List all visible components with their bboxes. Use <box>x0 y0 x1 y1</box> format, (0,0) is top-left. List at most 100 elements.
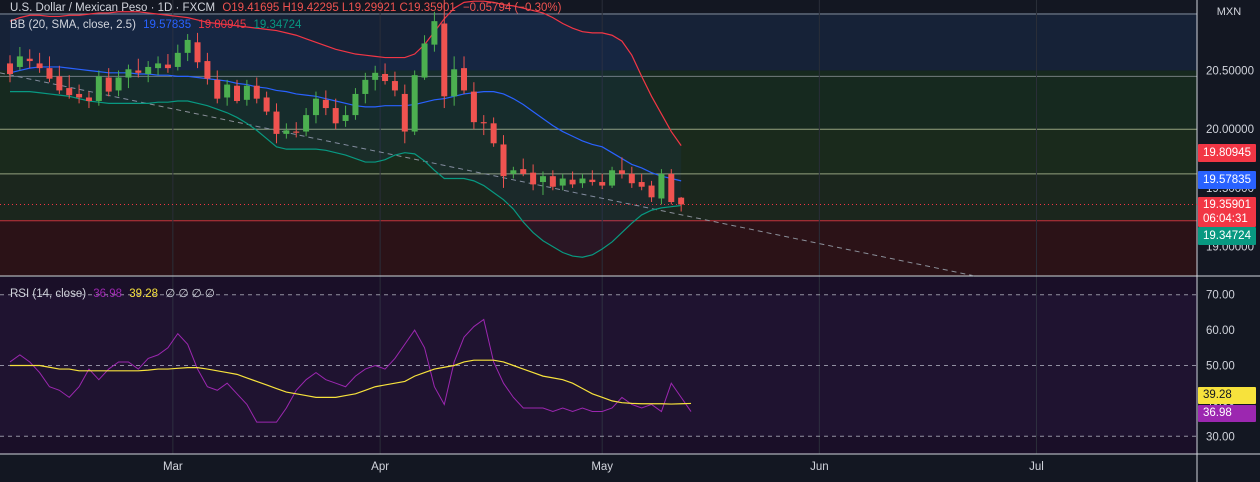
candle-body <box>16 56 23 67</box>
candle-body <box>224 84 231 98</box>
candle-body <box>609 170 616 186</box>
candle-body <box>451 69 458 97</box>
candle-body <box>401 93 408 132</box>
candle-body <box>530 172 537 185</box>
candle-body <box>105 77 112 92</box>
symbol-title[interactable]: U.S. Dollar / Mexican Peso · 1D · FXCM <box>10 2 216 14</box>
price-tick-label: 20.50000 <box>1206 65 1254 77</box>
candle-body <box>312 98 319 116</box>
candle-body <box>352 93 359 116</box>
rsi-band <box>0 294 1197 437</box>
candle-body <box>362 79 369 94</box>
time-tick-label: Jul <box>1029 461 1044 473</box>
rsi-tick-label: 70.00 <box>1206 290 1235 302</box>
candle-body <box>579 178 586 184</box>
candle-body <box>638 182 645 187</box>
time-tick-label: Jun <box>810 461 829 473</box>
last-price-value: 19.35901 <box>1203 199 1251 211</box>
rsi-tick-label: 50.00 <box>1206 361 1235 373</box>
candle-body <box>76 93 83 98</box>
candle-body <box>391 81 398 91</box>
ohlc-values: O19.41695 H19.42295 L19.29921 C19.35901 <box>222 2 456 14</box>
currency-label[interactable]: MXN <box>1216 6 1242 18</box>
rsi-ma-tag: 39.28 <box>1198 387 1256 404</box>
candle-body <box>46 68 53 79</box>
bb-legend[interactable]: BB (20, SMA, close, 2.5) 19.57835 19.809… <box>10 19 305 31</box>
candle-body <box>253 85 260 99</box>
zone-lower-green <box>0 173 1197 221</box>
candle-body <box>618 170 625 174</box>
rsi-value: 36.98 <box>93 288 123 300</box>
rsi-tick-label: 30.00 <box>1206 431 1235 443</box>
candle-body <box>174 52 181 67</box>
rsi-line <box>9 318 692 423</box>
candle-body <box>470 91 477 123</box>
candle-body <box>125 69 132 78</box>
rsi-tick-label: 60.00 <box>1206 325 1235 337</box>
bb-label: BB (20, SMA, close, 2.5) <box>10 19 136 31</box>
candle-body <box>342 115 349 121</box>
bb-basis-line <box>9 66 682 182</box>
zone-mid-green <box>0 129 1197 174</box>
candle-body <box>115 77 122 91</box>
price-tick-label: 20.00000 <box>1206 124 1254 136</box>
candle-body <box>283 130 290 134</box>
candle-body <box>431 21 438 45</box>
rsi-label: RSI (14, close) <box>10 288 87 300</box>
last-price-tag: 19.35901 06:04:31 <box>1198 197 1256 227</box>
candle-body <box>678 197 685 205</box>
bb-upper-value: 19.80945 <box>198 19 247 31</box>
candle-body <box>648 185 655 198</box>
candle-body <box>332 108 339 124</box>
candle-body <box>421 43 428 78</box>
candle-body <box>194 42 201 63</box>
zone-red <box>0 220 1197 276</box>
candle-body <box>520 169 527 174</box>
candle-body <box>164 64 171 69</box>
time-axis-bg <box>0 454 1260 482</box>
candle-body <box>441 23 448 97</box>
rsi-ma-line <box>10 359 692 405</box>
rsi-pane-bg <box>0 277 1197 454</box>
countdown-value: 06:04:31 <box>1203 213 1248 225</box>
time-tick-label: Mar <box>163 461 183 473</box>
candle-body <box>549 176 556 187</box>
candle-body <box>293 131 300 133</box>
candle-body <box>490 123 497 144</box>
bb-lower-line <box>10 91 682 258</box>
candle-body <box>539 176 546 183</box>
lower-band-tag: 19.34724 <box>1198 227 1256 245</box>
symbol-header: U.S. Dollar / Mexican Peso · 1D · FXCM O… <box>10 2 565 14</box>
time-tick-label: Apr <box>371 461 389 473</box>
candle-body <box>372 72 379 80</box>
upper-band-tag: 19.80945 <box>1198 144 1256 162</box>
candle-body <box>263 97 270 112</box>
candle-body <box>7 63 13 74</box>
candle-body <box>382 73 389 82</box>
candle-body <box>135 70 142 73</box>
rsi-ma-value: 39.28 <box>129 288 159 300</box>
candle-body <box>569 179 576 185</box>
rsi-legend[interactable]: RSI (14, close) 36.98 39.28 ∅ ∅ ∅ ∅ <box>10 286 219 300</box>
rsi-extra: ∅ ∅ ∅ ∅ <box>165 288 215 300</box>
candle-body <box>480 122 487 124</box>
candle-body <box>56 76 63 91</box>
candle-body <box>628 173 635 184</box>
time-tick-label: May <box>591 461 613 473</box>
candle-body <box>668 173 675 203</box>
candle-body <box>411 75 418 132</box>
candle-body <box>461 68 468 91</box>
candle-body <box>184 39 191 53</box>
candle-body <box>95 76 102 102</box>
rsi-tag: 36.98 <box>1198 405 1256 422</box>
candle-body <box>85 97 92 102</box>
candle-body <box>66 88 73 96</box>
candle-body <box>599 182 606 186</box>
basis-tag: 19.57835 <box>1198 171 1256 189</box>
bb-upper-line <box>9 0 682 146</box>
candle-body <box>204 61 211 79</box>
candle-body <box>214 79 221 99</box>
candle-body <box>589 179 596 183</box>
candle-body <box>26 58 33 62</box>
